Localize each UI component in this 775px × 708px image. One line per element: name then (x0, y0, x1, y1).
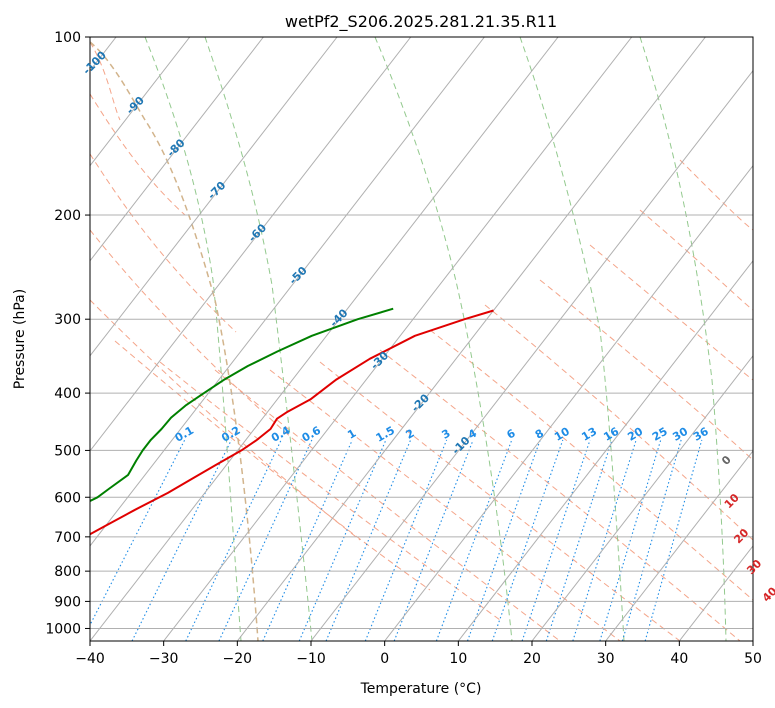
isotherm-line (678, 545, 753, 641)
mixing-ratio-label: 0.6 (300, 424, 324, 445)
mixing-ratio-label: 20 (625, 425, 645, 444)
isotherm-labels: -100-90-80-70-60-50-40-30-20-10 (80, 48, 473, 457)
dry-adiabat-label: 0 (719, 453, 734, 468)
mixing-ratio-line (364, 439, 448, 641)
plot-area (90, 37, 753, 641)
moist-adiabat-tan (90, 41, 259, 641)
mixing-ratio-label: 2 (403, 427, 416, 442)
x-tick-label: 30 (597, 651, 615, 667)
x-tick-label: −20 (223, 651, 253, 667)
y-tick-label: 600 (54, 490, 81, 506)
y-tick-label: 300 (54, 312, 81, 328)
mixing-ratio-line (545, 439, 613, 641)
y-tick-label: 200 (54, 208, 81, 224)
mixing-ratio-line (325, 439, 412, 641)
isotherm-line (163, 37, 633, 641)
isotherm-line (457, 259, 753, 641)
y-tick-label: 400 (54, 386, 81, 402)
dry-adiabat-label: 40 (760, 584, 775, 604)
x-tick-label: 10 (449, 651, 467, 667)
x-tick-label: 40 (670, 651, 688, 667)
y-tick-label: 1000 (45, 621, 81, 637)
x-axis-title: Temperature (°C) (360, 681, 482, 697)
x-tick-label: 0 (380, 651, 389, 667)
isotherm-line (531, 355, 753, 641)
isotherm-line (310, 69, 753, 641)
mixing-ratio-label: 16 (601, 425, 621, 444)
isotherm-line (90, 37, 191, 167)
isotherm-line (752, 640, 753, 641)
y-tick-label: 800 (54, 564, 81, 580)
mixing-ratio-line (599, 439, 662, 641)
mixing-ratio-label: 8 (533, 427, 546, 442)
mixing-ratio-label: 13 (579, 425, 599, 444)
mixing-ratio-lines (90, 439, 703, 641)
mixing-ratio-line (218, 439, 313, 641)
mixing-ratio-label: 1 (345, 427, 358, 442)
moist-adiabats (90, 37, 727, 641)
mixing-ratio-line (131, 439, 232, 641)
mixing-ratio-line (644, 439, 703, 641)
dry-adiabat-labels: 0 10 20 30 40 (719, 453, 775, 605)
mixing-ratio-line (185, 439, 282, 641)
dry-adiabats (90, 41, 753, 641)
isotherm-line (605, 450, 753, 641)
isotherm-line (90, 37, 559, 641)
plot-frame (89, 36, 754, 642)
mixing-ratio-line (90, 439, 186, 627)
dry-adiabat-label: 20 (731, 526, 751, 546)
y-tick-label: 900 (54, 594, 81, 610)
x-tick-label: −10 (296, 651, 326, 667)
profiles (90, 307, 494, 536)
x-tick-label: −30 (149, 651, 179, 667)
isobars (90, 37, 753, 629)
mixing-ratio-line (262, 439, 353, 641)
mixing-ratio-line (521, 439, 591, 641)
y-tick-label: 700 (54, 530, 81, 546)
isotherm-line (90, 37, 412, 452)
mixing-ratio-label: 36 (691, 425, 711, 444)
mixing-ratio-label: 10 (552, 425, 572, 444)
isotherm-line (90, 37, 485, 547)
isotherm-line (90, 37, 338, 357)
isotherms (90, 37, 753, 641)
mixing-ratio-line (466, 439, 541, 641)
mixing-ratio-line (572, 439, 637, 641)
mixing-ratio-line (621, 439, 682, 641)
temperature-profile (90, 309, 494, 536)
chart-title: wetPf2_S206.2025.281.21.35.R11 (285, 12, 557, 32)
mixing-ratio-label: 1.5 (374, 424, 397, 445)
y-tick-label: 500 (54, 443, 81, 459)
isotherm-line (384, 164, 753, 641)
x-axis: −40 −30 −20 −10 0 10 20 30 40 50 (75, 641, 762, 667)
mixing-ratio-label: 0.2 (219, 424, 242, 445)
x-tick-label: 50 (744, 651, 762, 667)
dry-adiabat-label: 10 (722, 491, 742, 511)
mixing-ratio-line (393, 439, 474, 641)
x-tick-label: −40 (75, 651, 105, 667)
moist-adiabat (144, 37, 727, 641)
isotherm-line (90, 37, 264, 262)
x-tick-label: 20 (523, 651, 541, 667)
y-axis-title: Pressure (hPa) (12, 289, 28, 389)
mixing-ratio-line (491, 439, 564, 641)
mixing-ratio-label: 0.1 (173, 424, 196, 445)
mixing-ratio-label: 3 (439, 427, 452, 442)
dewpoint-profile (90, 307, 394, 503)
dry-adiabat-label: 30 (744, 557, 764, 577)
y-axis: 100 200 300 400 500 600 700 800 900 1000 (45, 30, 90, 637)
mixing-ratio-line (298, 439, 387, 641)
mixing-ratio-label: 25 (650, 425, 670, 444)
y-tick-label: 100 (54, 30, 81, 46)
mixing-ratio-label: 6 (505, 426, 518, 441)
isotherm-line (236, 37, 706, 641)
dry-adiabat (90, 41, 753, 641)
